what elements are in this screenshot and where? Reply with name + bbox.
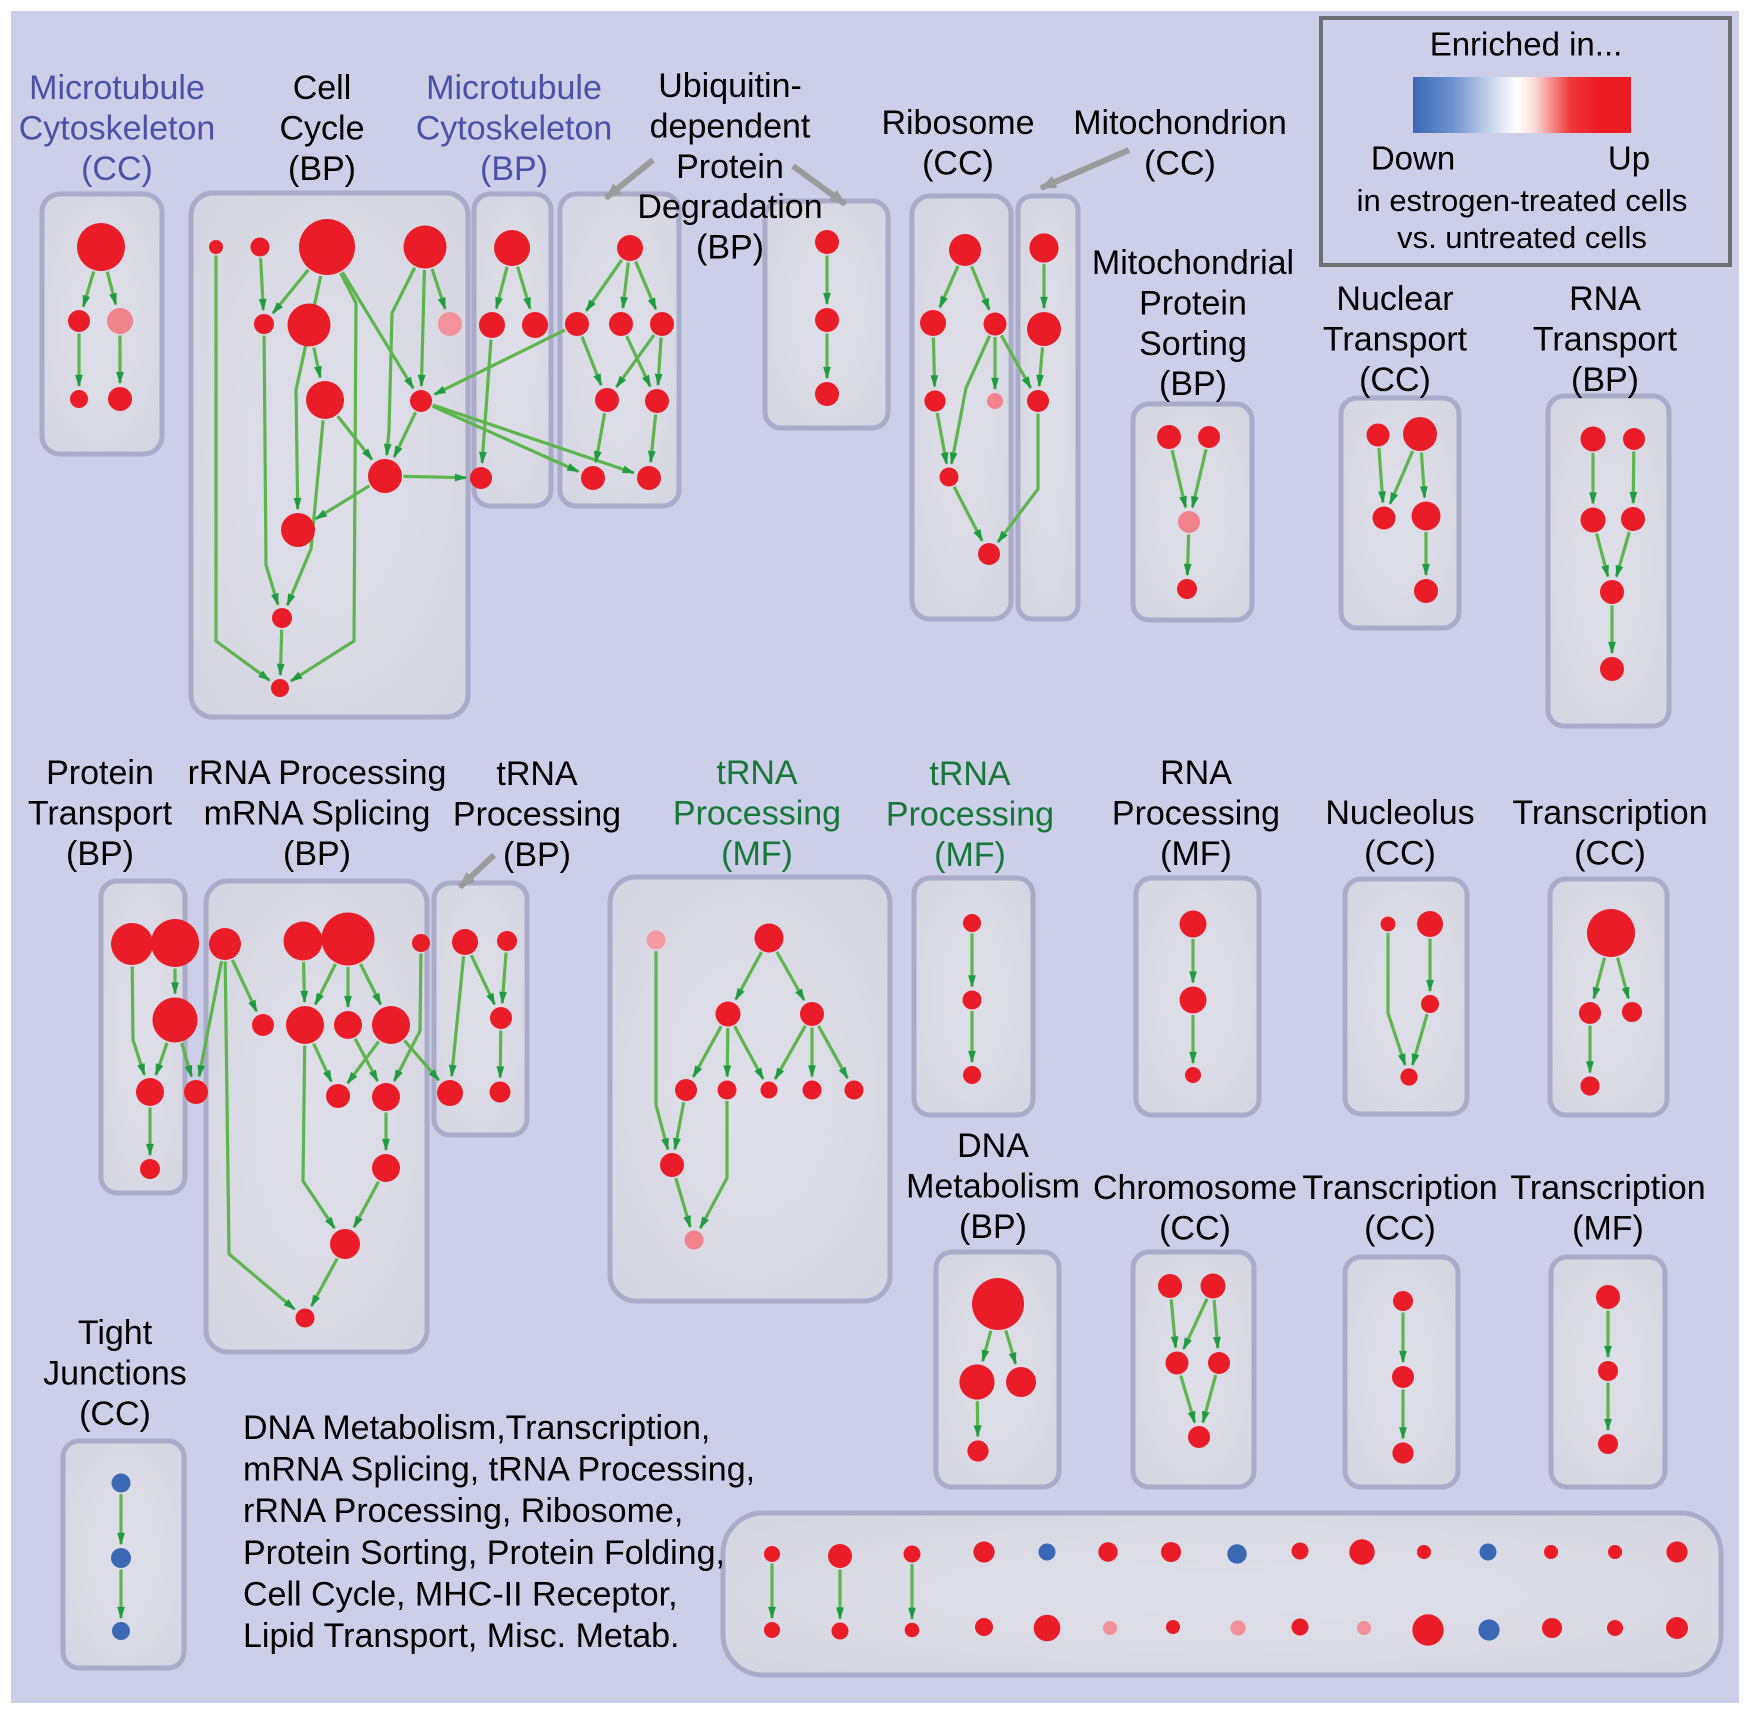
- svg-text:(CC): (CC): [1159, 1209, 1231, 1247]
- svg-text:Ubiquitin-: Ubiquitin-: [658, 67, 802, 105]
- svg-text:tRNA: tRNA: [716, 754, 798, 792]
- svg-text:vs. untreated cells: vs. untreated cells: [1397, 220, 1647, 255]
- svg-text:RNA: RNA: [1569, 280, 1641, 318]
- svg-text:Degradation: Degradation: [637, 188, 822, 226]
- svg-text:Processing: Processing: [886, 795, 1054, 833]
- svg-text:(CC): (CC): [79, 1395, 151, 1433]
- svg-text:Metabolism: Metabolism: [906, 1167, 1080, 1205]
- svg-text:Microtubule: Microtubule: [29, 69, 205, 107]
- svg-text:(CC): (CC): [1364, 1209, 1436, 1247]
- svg-text:Processing: Processing: [453, 795, 621, 833]
- svg-text:(BP): (BP): [1571, 361, 1639, 399]
- svg-text:Processing: Processing: [673, 794, 841, 832]
- svg-text:Processing: Processing: [1112, 794, 1280, 832]
- svg-text:Mitochondrion: Mitochondrion: [1073, 104, 1287, 142]
- svg-text:Cytoskeleton: Cytoskeleton: [416, 109, 613, 147]
- svg-text:tRNA: tRNA: [929, 755, 1011, 793]
- svg-text:Protein: Protein: [676, 148, 784, 186]
- svg-text:Mitochondrial: Mitochondrial: [1092, 244, 1294, 282]
- svg-text:Up: Up: [1608, 140, 1650, 177]
- svg-text:(MF): (MF): [934, 836, 1006, 874]
- svg-text:Transcription: Transcription: [1512, 794, 1707, 832]
- svg-text:Enriched in...: Enriched in...: [1430, 26, 1623, 63]
- svg-text:Transcription: Transcription: [1302, 1169, 1497, 1207]
- svg-text:Cycle: Cycle: [279, 109, 364, 147]
- svg-text:(BP): (BP): [480, 150, 548, 188]
- svg-text:mRNA Splicing: mRNA Splicing: [204, 794, 431, 832]
- svg-text:Transport: Transport: [28, 794, 173, 832]
- svg-text:dependent: dependent: [650, 107, 811, 145]
- svg-text:(MF): (MF): [1572, 1209, 1644, 1247]
- svg-text:(CC): (CC): [1144, 144, 1216, 182]
- svg-text:Protein Sorting, Protein Foldi: Protein Sorting, Protein Folding,: [243, 1534, 725, 1572]
- svg-text:(CC): (CC): [81, 150, 153, 188]
- svg-text:(CC): (CC): [1364, 834, 1436, 872]
- svg-text:Sorting: Sorting: [1139, 325, 1247, 363]
- svg-text:in estrogen-treated cells: in estrogen-treated cells: [1357, 183, 1688, 218]
- svg-text:(BP): (BP): [1159, 365, 1227, 403]
- svg-text:rRNA Processing, Ribosome,: rRNA Processing, Ribosome,: [243, 1492, 683, 1530]
- svg-text:Cell Cycle, MHC-II Receptor,: Cell Cycle, MHC-II Receptor,: [243, 1575, 678, 1613]
- svg-text:Protein: Protein: [46, 754, 154, 792]
- svg-text:(BP): (BP): [288, 150, 356, 188]
- svg-text:Protein: Protein: [1139, 284, 1247, 322]
- svg-text:Chromosome: Chromosome: [1093, 1169, 1297, 1207]
- svg-text:Cell: Cell: [293, 69, 352, 107]
- svg-text:Nuclear: Nuclear: [1336, 280, 1453, 318]
- svg-text:Ribosome: Ribosome: [881, 104, 1034, 142]
- svg-text:rRNA Processing: rRNA Processing: [188, 754, 447, 792]
- svg-text:(MF): (MF): [1160, 835, 1232, 873]
- svg-text:(BP): (BP): [959, 1208, 1027, 1246]
- svg-text:(BP): (BP): [503, 836, 571, 874]
- svg-text:(CC): (CC): [922, 144, 994, 182]
- svg-text:Cytoskeleton: Cytoskeleton: [19, 109, 216, 147]
- svg-text:Lipid Transport, Misc. Metab.: Lipid Transport, Misc. Metab.: [243, 1617, 680, 1655]
- svg-text:Microtubule: Microtubule: [426, 69, 602, 107]
- svg-text:Junctions: Junctions: [43, 1354, 187, 1392]
- svg-text:mRNA Splicing, tRNA Processing: mRNA Splicing, tRNA Processing,: [243, 1451, 755, 1489]
- svg-text:Transport: Transport: [1323, 320, 1468, 358]
- svg-text:DNA Metabolism,Transcription,: DNA Metabolism,Transcription,: [243, 1409, 710, 1447]
- svg-text:(BP): (BP): [66, 835, 134, 873]
- svg-text:DNA: DNA: [957, 1127, 1029, 1165]
- svg-text:Down: Down: [1371, 140, 1455, 177]
- svg-text:Transport: Transport: [1533, 320, 1678, 358]
- svg-text:(BP): (BP): [696, 229, 764, 267]
- svg-text:RNA: RNA: [1160, 754, 1232, 792]
- svg-text:Tight: Tight: [78, 1314, 153, 1352]
- svg-text:(CC): (CC): [1359, 361, 1431, 399]
- svg-text:Transcription: Transcription: [1510, 1169, 1705, 1207]
- svg-text:(CC): (CC): [1574, 834, 1646, 872]
- svg-text:Nucleolus: Nucleolus: [1325, 794, 1474, 832]
- svg-text:(MF): (MF): [721, 835, 793, 873]
- svg-text:(BP): (BP): [283, 835, 351, 873]
- svg-text:tRNA: tRNA: [496, 755, 578, 793]
